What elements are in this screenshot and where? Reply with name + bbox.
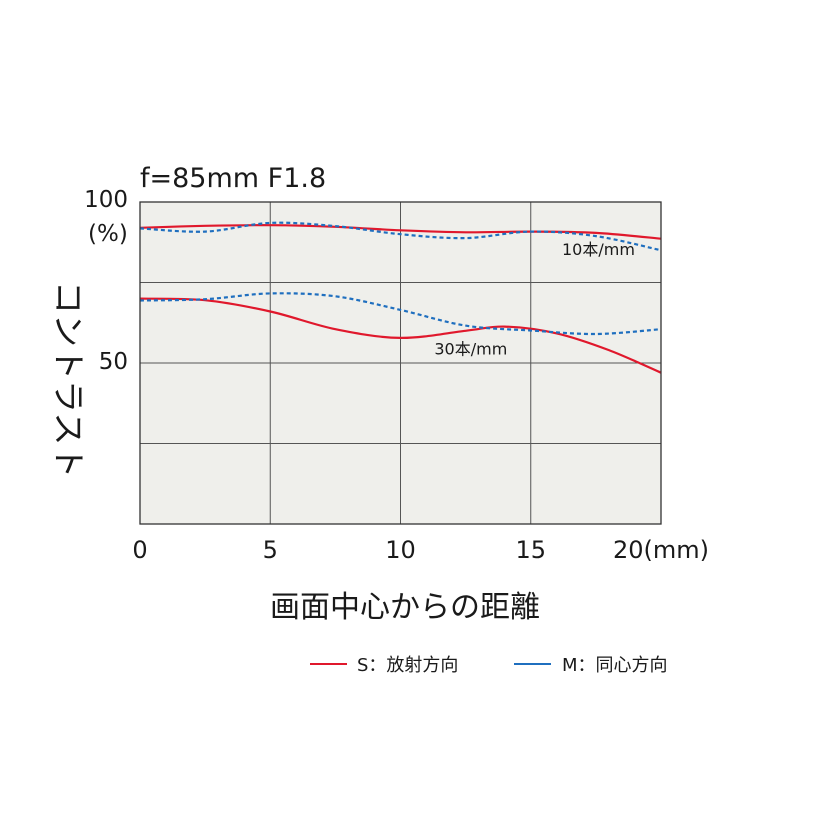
annotation-0: 10本/mm <box>562 240 635 259</box>
legend-label-s: S：放射方向 <box>357 655 458 676</box>
y-tick-labels: 100 50 <box>84 187 128 375</box>
series-line-0 <box>139 224 662 240</box>
y-unit-label: (%) <box>88 221 128 247</box>
x-tick-labels: 0 5 10 15 20(mm) <box>132 536 709 564</box>
series-lines <box>139 221 662 374</box>
series-line-2 <box>139 297 662 374</box>
x-tick-label-4: 20(mm) <box>613 536 709 564</box>
y-axis-label: コントラスト <box>49 281 88 478</box>
x-tick-label-3: 15 <box>515 536 546 564</box>
y-tick-label-0: 100 <box>84 187 128 213</box>
x-tick-label-1: 5 <box>263 536 278 564</box>
plot-frame <box>139 201 662 525</box>
series-line-1 <box>139 221 662 252</box>
chart-title: f=85mm F1.8 <box>140 163 326 194</box>
annotation-1: 30本/mm <box>434 340 507 359</box>
series-line-3 <box>139 292 662 336</box>
legend-label-m: M：同心方向 <box>562 655 668 676</box>
line-annotations: 10本/mm 30本/mm <box>434 240 635 358</box>
legend: S：放射方向 M：同心方向 <box>310 655 668 676</box>
x-tick-label-2: 10 <box>385 536 416 564</box>
y-tick-label-1: 50 <box>99 349 128 375</box>
x-tick-label-0: 0 <box>132 536 147 564</box>
x-axis-label: 画面中心からの距離 <box>270 590 540 625</box>
